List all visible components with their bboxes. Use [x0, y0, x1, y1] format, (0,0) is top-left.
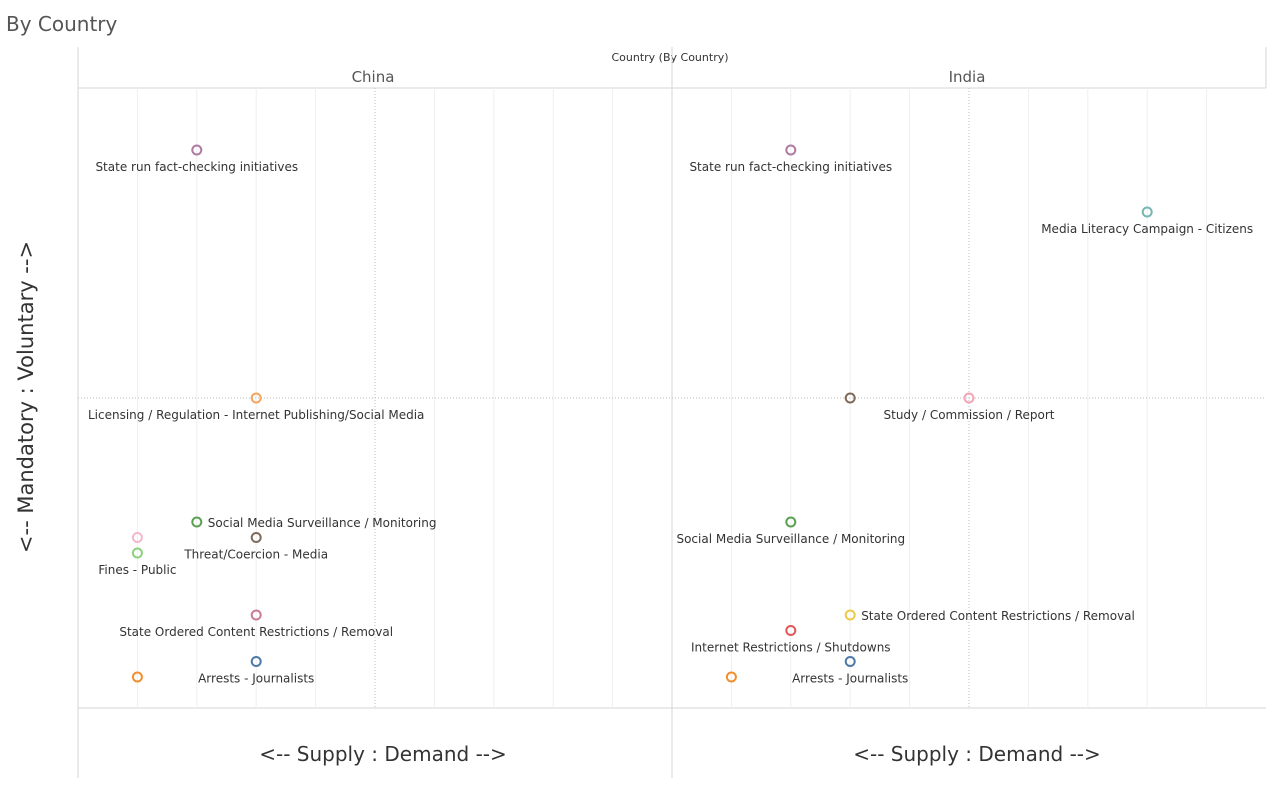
data-label-china-5: Fines - Public [98, 563, 176, 577]
data-point-india-8 [725, 671, 737, 683]
data-point-india-4 [785, 516, 797, 528]
data-point-china-8 [131, 671, 143, 683]
data-point-china-5 [131, 547, 143, 559]
data-point-india-5 [844, 609, 856, 621]
page-title: By Country [6, 12, 118, 36]
data-label-china-7: Arrests - Journalists [198, 672, 314, 686]
data-label-china-2: Social Media Surveillance / Monitoring [208, 516, 437, 530]
data-point-china-3 [131, 532, 143, 543]
data-label-china-0: State run fact-checking initiatives [95, 160, 298, 174]
data-label-india-3: Study / Commission / Report [884, 408, 1055, 422]
pane-header-china: China [351, 68, 395, 86]
data-label-india-0: State run fact-checking initiatives [689, 160, 892, 174]
pane-header-india: India [948, 68, 986, 86]
data-point-india-6 [785, 625, 797, 636]
data-point-china-0 [191, 144, 203, 156]
data-point-india-3 [963, 392, 975, 404]
data-point-china-2 [191, 516, 203, 528]
data-label-india-7: Arrests - Journalists [792, 672, 908, 686]
x-axis-title-china: <-- Supply : Demand --> [259, 742, 507, 766]
data-label-india-6: Internet Restrictions / Shutdowns [691, 641, 891, 655]
data-label-china-1: Licensing / Regulation - Internet Publis… [88, 408, 424, 422]
data-label-china-4: Threat/Coercion - Media [183, 548, 328, 562]
data-point-china-1 [250, 392, 262, 404]
data-point-china-7 [250, 656, 262, 667]
data-label-india-4: Social Media Surveillance / Monitoring [676, 532, 905, 546]
data-label-china-6: State Ordered Content Restrictions / Rem… [119, 625, 393, 639]
x-axis-title-india: <-- Supply : Demand --> [853, 742, 1101, 766]
data-point-india-2 [844, 392, 856, 404]
data-point-india-1 [1141, 206, 1153, 218]
data-point-china-4 [250, 532, 262, 543]
data-point-china-6 [250, 609, 262, 621]
data-point-india-0 [785, 144, 797, 156]
data-point-india-7 [844, 656, 856, 667]
data-label-india-5: State Ordered Content Restrictions / Rem… [861, 609, 1135, 623]
column-field-header: Country (By Country) [611, 51, 729, 64]
data-label-india-1: Media Literacy Campaign - Citizens [1041, 222, 1253, 236]
